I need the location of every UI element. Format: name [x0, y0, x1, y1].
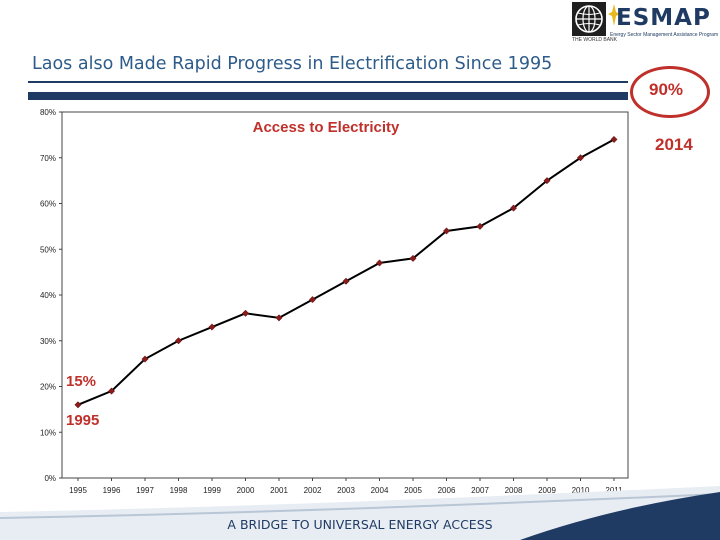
x-tick-label: 2011 — [605, 486, 623, 495]
x-tick-label: 2008 — [505, 486, 523, 495]
y-tick-label: 50% — [40, 245, 56, 254]
y-tick-label: 70% — [40, 154, 56, 163]
x-tick-label: 2009 — [538, 486, 556, 495]
data-point — [610, 135, 618, 144]
x-tick-label: 1998 — [170, 486, 188, 495]
data-point — [442, 227, 451, 235]
series-line — [77, 138, 615, 406]
callout-year: 2014 — [655, 135, 693, 154]
x-tick-label: 1996 — [103, 486, 121, 495]
data-point — [174, 337, 183, 345]
esmap-tagline: Energy Sector Management Assistance Prog… — [610, 32, 719, 38]
header-rule-thick — [28, 92, 628, 100]
logo-area: ESMAP Energy Sector Management Assistanc… — [572, 2, 720, 43]
y-tick-label: 60% — [40, 200, 56, 209]
y-tick-label: 20% — [40, 383, 56, 392]
data-point — [208, 323, 216, 331]
data-point — [308, 296, 317, 304]
x-tick-label: 1995 — [69, 486, 87, 495]
x-tick-label: 2007 — [471, 486, 489, 495]
chart-title: Access to Electricity — [253, 119, 400, 136]
footer-title: A BRIDGE TO UNIVERSAL ENERGY ACCESS — [227, 517, 493, 532]
callout-value: 90% — [649, 80, 684, 99]
data-point — [476, 222, 484, 230]
data-point — [74, 401, 82, 409]
annotation-start-year: 1995 — [66, 412, 99, 429]
x-tick-label: 2000 — [237, 486, 255, 495]
world-bank-globe-icon — [572, 2, 606, 36]
x-tick-label: 2010 — [572, 486, 590, 495]
x-tick-label: 2005 — [404, 486, 422, 495]
x-tick-label: 1997 — [136, 486, 154, 495]
footer-band — [0, 486, 720, 540]
data-point — [342, 277, 350, 285]
y-tick-label: 0% — [44, 474, 56, 483]
data-point — [375, 259, 384, 267]
esmap-star-icon — [608, 4, 620, 26]
data-point — [576, 154, 585, 162]
data-point — [141, 355, 149, 363]
data-point — [409, 254, 417, 262]
y-tick-label: 40% — [40, 291, 56, 300]
data-point — [543, 177, 551, 185]
plot-area-frame — [61, 111, 629, 479]
x-tick-label: 2001 — [270, 486, 288, 495]
x-tick-label: 1999 — [203, 486, 221, 495]
slide-title: Laos also Made Rapid Progress in Electri… — [32, 54, 553, 74]
data-point — [107, 387, 116, 395]
header-rule — [28, 81, 628, 83]
callout-oval — [630, 66, 710, 118]
x-tick-label: 2004 — [371, 486, 389, 495]
x-tick-label: 2002 — [304, 486, 322, 495]
data-point — [509, 204, 518, 212]
x-tick-label: 2003 — [337, 486, 355, 495]
annotation-start-value: 15% — [66, 373, 96, 390]
data-point — [275, 314, 283, 322]
y-tick-label: 10% — [40, 428, 56, 437]
data-point — [241, 309, 250, 317]
world-bank-tagline: THE WORLD BANK — [572, 37, 618, 43]
y-tick-label: 30% — [40, 337, 56, 346]
esmap-logo-text: ESMAP — [616, 5, 711, 31]
x-tick-label: 2006 — [438, 486, 456, 495]
y-tick-label: 80% — [40, 108, 56, 117]
